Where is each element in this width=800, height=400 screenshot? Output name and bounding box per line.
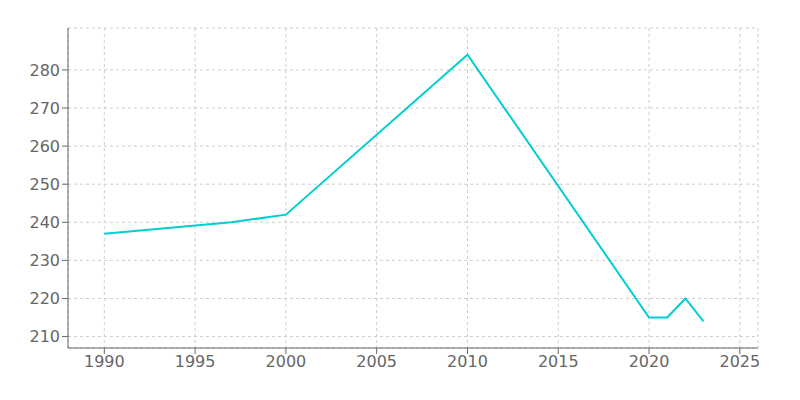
svg-text:260: 260 <box>29 137 60 156</box>
svg-text:2020: 2020 <box>629 352 670 371</box>
svg-text:1995: 1995 <box>175 352 216 371</box>
svg-text:2010: 2010 <box>447 352 488 371</box>
svg-text:230: 230 <box>29 251 60 270</box>
svg-text:280: 280 <box>29 61 60 80</box>
svg-text:2005: 2005 <box>356 352 397 371</box>
svg-text:250: 250 <box>29 175 60 194</box>
svg-text:270: 270 <box>29 99 60 118</box>
svg-text:2025: 2025 <box>719 352 760 371</box>
svg-text:220: 220 <box>29 289 60 308</box>
svg-text:1990: 1990 <box>84 352 125 371</box>
svg-text:2015: 2015 <box>538 352 579 371</box>
svg-text:210: 210 <box>29 327 60 346</box>
svg-text:2000: 2000 <box>266 352 307 371</box>
svg-text:240: 240 <box>29 213 60 232</box>
